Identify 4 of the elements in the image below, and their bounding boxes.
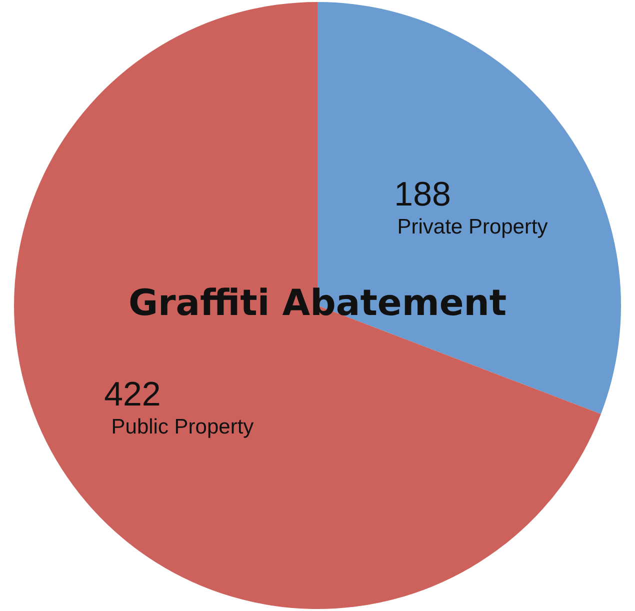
- data-label: 422: [104, 375, 161, 414]
- data-label: 188: [394, 176, 451, 214]
- slice-label: Public Property: [111, 415, 254, 438]
- slice-label: Private Property: [397, 216, 548, 239]
